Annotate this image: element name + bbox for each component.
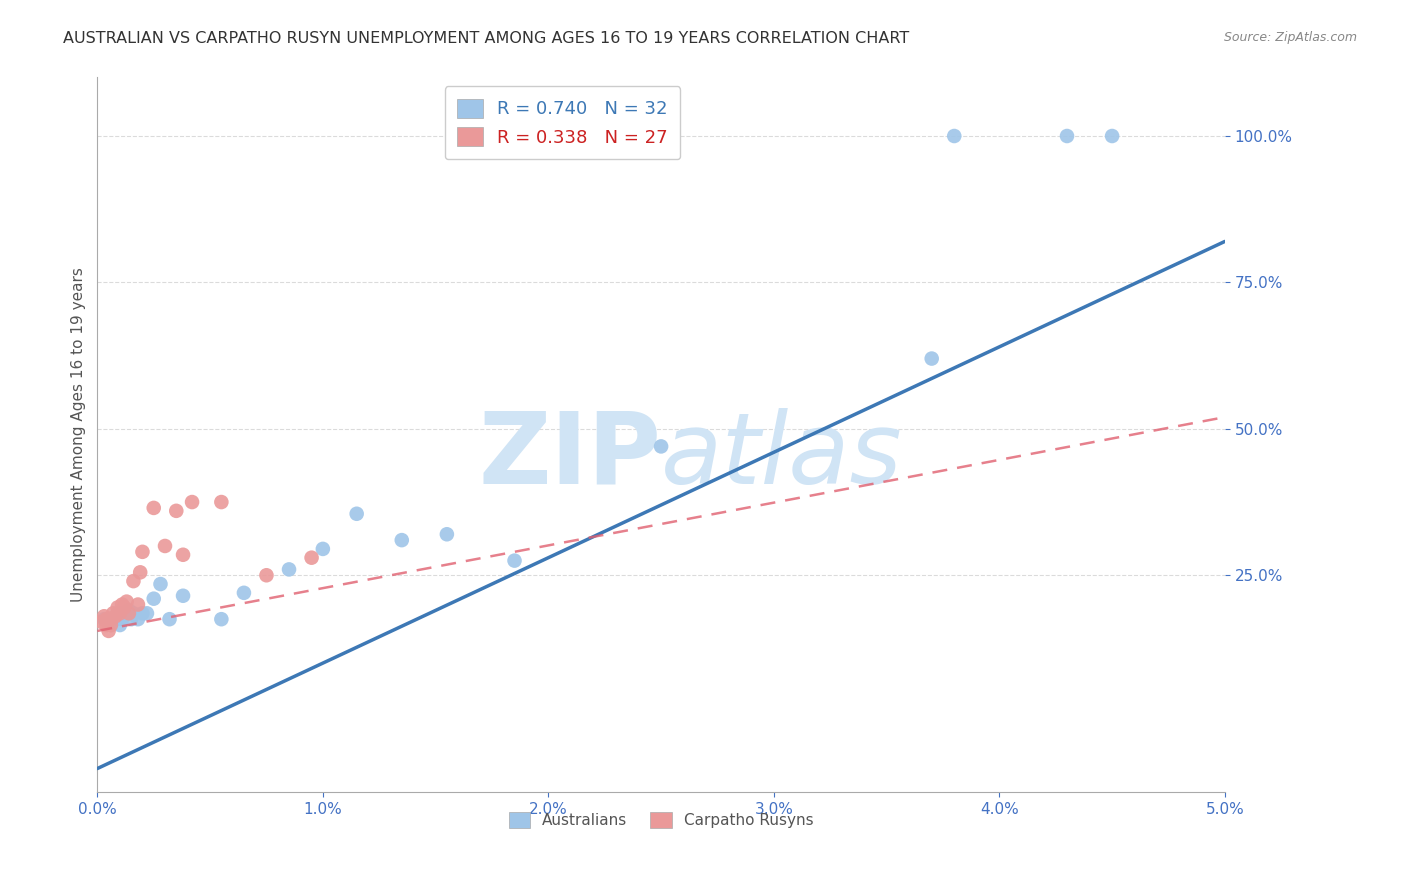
Point: [115, 594, 138, 608]
Text: AUSTRALIAN VS CARPATHO RUSYN UNEMPLOYMENT AMONG AGES 16 TO 19 YEARS CORRELATION : AUSTRALIAN VS CARPATHO RUSYN UNEMPLOYMEN…: [63, 31, 910, 46]
Point: [131, 545, 153, 559]
Point: [101, 612, 124, 626]
Point: [943, 128, 966, 143]
Point: [100, 618, 122, 632]
Point: [149, 577, 172, 591]
Point: [93, 612, 115, 626]
Point: [115, 607, 138, 621]
Point: [232, 586, 254, 600]
Point: [100, 618, 122, 632]
Point: [96, 618, 118, 632]
Point: [111, 598, 134, 612]
Point: [108, 607, 131, 621]
Point: [165, 504, 187, 518]
Text: ZIP: ZIP: [478, 408, 661, 505]
Point: [104, 612, 127, 626]
Point: [172, 548, 194, 562]
Point: [112, 607, 135, 621]
Point: [108, 609, 131, 624]
Text: atlas: atlas: [661, 408, 903, 505]
Point: [118, 603, 141, 617]
Point: [436, 527, 458, 541]
Point: [108, 618, 131, 632]
Point: [153, 539, 176, 553]
Point: [921, 351, 943, 366]
Point: [159, 612, 181, 626]
Point: [209, 612, 232, 626]
Point: [391, 533, 413, 548]
Point: [104, 609, 127, 624]
Point: [1101, 128, 1123, 143]
Point: [120, 612, 142, 626]
Point: [278, 562, 301, 576]
Point: [107, 600, 129, 615]
Point: [172, 589, 194, 603]
Text: Source: ZipAtlas.com: Source: ZipAtlas.com: [1223, 31, 1357, 45]
Point: [136, 607, 159, 621]
Point: [107, 607, 129, 621]
Point: [256, 568, 278, 582]
Point: [100, 612, 122, 626]
Point: [97, 612, 120, 626]
Point: [142, 500, 165, 515]
Point: [346, 507, 368, 521]
Point: [122, 574, 145, 588]
Point: [93, 609, 115, 624]
Point: [97, 624, 120, 638]
Point: [209, 495, 232, 509]
Point: [127, 598, 149, 612]
Point: [142, 591, 165, 606]
Y-axis label: Unemployment Among Ages 16 to 19 years: Unemployment Among Ages 16 to 19 years: [72, 268, 86, 602]
Point: [111, 612, 134, 626]
Point: [118, 607, 141, 621]
Point: [131, 607, 153, 621]
Point: [122, 607, 145, 621]
Point: [1056, 128, 1078, 143]
Point: [101, 607, 124, 621]
Point: [181, 495, 204, 509]
Point: [90, 615, 112, 629]
Point: [129, 566, 152, 580]
Point: [96, 612, 118, 626]
Point: [301, 550, 323, 565]
Point: [312, 541, 335, 556]
Point: [650, 439, 672, 453]
Point: [127, 612, 149, 626]
Legend: Australians, Carpatho Rusyns: Australians, Carpatho Rusyns: [502, 806, 820, 834]
Point: [503, 553, 526, 567]
Point: [112, 600, 135, 615]
